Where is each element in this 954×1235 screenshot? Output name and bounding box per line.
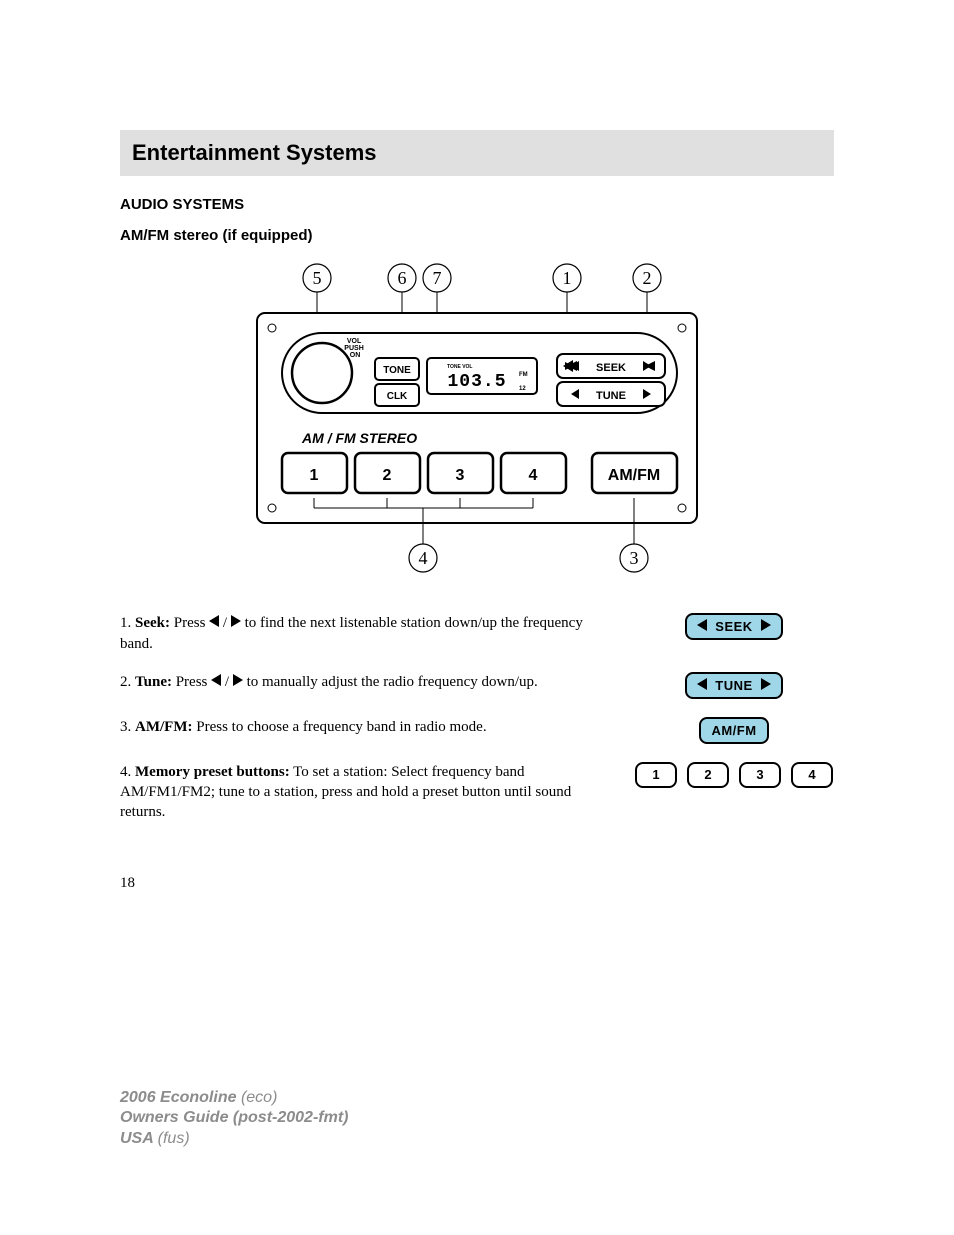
triangle-right-icon xyxy=(233,672,243,692)
preset-btn-4: 4 xyxy=(791,762,833,788)
callout-3: 3 xyxy=(630,548,639,568)
instr-post: to manually adjust the radio frequency d… xyxy=(243,674,538,690)
seek-pill-label: SEEK xyxy=(715,619,752,634)
radio-diagram-svg: 5 6 7 1 2 xyxy=(227,258,727,578)
seek-pill: SEEK xyxy=(685,613,782,640)
preset-btn-3: 3 xyxy=(739,762,781,788)
page-number: 18 xyxy=(120,873,834,893)
preset-2-label: 2 xyxy=(383,467,392,484)
footer-model-code: (eco) xyxy=(241,1089,277,1106)
tune-pill-label: TUNE xyxy=(715,678,752,693)
radio-diagram: 5 6 7 1 2 xyxy=(120,258,834,583)
triangle-left-icon xyxy=(211,672,221,692)
instr-body: Press to choose a frequency band in radi… xyxy=(192,719,486,735)
amfm-pill: AM/FM xyxy=(699,717,768,744)
instr-label: AM/FM: xyxy=(135,719,192,735)
display-band: FM xyxy=(519,372,528,378)
footer-region: USA xyxy=(120,1130,158,1147)
triangle-right-icon xyxy=(761,678,771,693)
clk-button-label: CLK xyxy=(387,391,408,402)
instruction-seek-text: 1. Seek: Press / to find the next listen… xyxy=(120,613,604,654)
instruction-seek: 1. Seek: Press / to find the next listen… xyxy=(120,613,834,654)
triangle-right-icon xyxy=(231,613,241,633)
instr-num: 2. xyxy=(120,674,131,690)
preset-1-label: 1 xyxy=(310,467,319,484)
preset-btn-2: 2 xyxy=(687,762,729,788)
triangle-left-icon xyxy=(697,678,707,693)
instruction-memory-text: 4. Memory preset buttons: To set a stati… xyxy=(120,762,604,823)
seek-label: SEEK xyxy=(596,362,626,374)
callout-7: 7 xyxy=(433,268,442,288)
footer: 2006 Econoline (eco) Owners Guide (post-… xyxy=(120,1088,348,1150)
callout-2: 2 xyxy=(643,268,652,288)
display-preset: 12 xyxy=(519,386,526,392)
callout-5: 5 xyxy=(313,268,322,288)
preset-buttons-graphic: 1 2 3 4 xyxy=(634,762,834,788)
tune-label: TUNE xyxy=(596,390,626,402)
display-freq: 103.5 xyxy=(447,372,506,392)
footer-model: 2006 Econoline xyxy=(120,1089,241,1106)
preset-btn-1: 1 xyxy=(635,762,677,788)
callout-1: 1 xyxy=(563,268,572,288)
instruction-amfm-text: 3. AM/FM: Press to choose a frequency ba… xyxy=(120,717,604,737)
instr-pre: Press xyxy=(172,674,211,690)
instr-num: 1. xyxy=(120,615,131,631)
chapter-heading: Entertainment Systems xyxy=(132,140,822,166)
instruction-amfm: 3. AM/FM: Press to choose a frequency ba… xyxy=(120,717,834,744)
tune-pill: TUNE xyxy=(685,672,782,699)
preset-4-label: 4 xyxy=(529,467,538,484)
amfm-stereo-label: AM / FM STEREO xyxy=(301,430,417,446)
chapter-heading-bar: Entertainment Systems xyxy=(120,130,834,176)
amfm-pill-label: AM/FM xyxy=(711,723,756,738)
triangle-left-icon xyxy=(209,613,219,633)
seek-button-graphic: SEEK xyxy=(634,613,834,640)
callout-6: 6 xyxy=(398,268,407,288)
tune-button-graphic: TUNE xyxy=(634,672,834,699)
footer-guide: Owners Guide (post-2002-fmt) xyxy=(120,1108,348,1129)
instruction-memory: 4. Memory preset buttons: To set a stati… xyxy=(120,762,834,823)
instr-num: 3. xyxy=(120,719,131,735)
instruction-tune: 2. Tune: Press / to manually adjust the … xyxy=(120,672,834,699)
amfm-btn-label: AM/FM xyxy=(608,467,660,484)
triangle-left-icon xyxy=(697,619,707,634)
amfm-button-graphic: AM/FM xyxy=(634,717,834,744)
triangle-right-icon xyxy=(761,619,771,634)
display-tiny: TONE VOL xyxy=(447,364,472,370)
instr-label: Seek: xyxy=(135,615,170,631)
preset-3-label: 3 xyxy=(456,467,465,484)
tone-button-label: TONE xyxy=(383,365,411,376)
footer-region-code: (fus) xyxy=(158,1130,190,1147)
instr-label: Memory preset buttons: xyxy=(135,764,290,780)
callout-4: 4 xyxy=(419,548,428,568)
instr-label: Tune: xyxy=(135,674,172,690)
section-title: AUDIO SYSTEMS xyxy=(120,196,834,213)
instr-pre: Press xyxy=(170,615,209,631)
subsection-title: AM/FM stereo (if equipped) xyxy=(120,227,834,244)
instruction-tune-text: 2. Tune: Press / to manually adjust the … xyxy=(120,672,604,693)
instr-num: 4. xyxy=(120,764,131,780)
